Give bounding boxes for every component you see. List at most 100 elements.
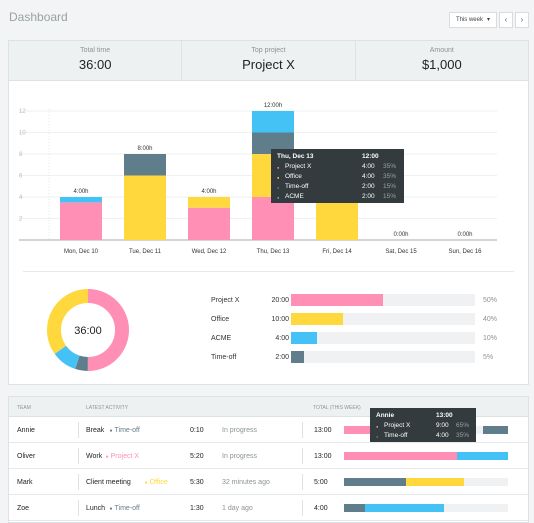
- y-tick-label: 10: [19, 131, 26, 137]
- week-bar-segment: [344, 504, 366, 512]
- tooltip-dot: ●: [277, 185, 280, 190]
- table-row[interactable]: Oliver Work ● Project X 5:20 In progress 13:00: [9, 443, 528, 469]
- column-separator: [78, 500, 79, 516]
- project-percent: 10%: [483, 335, 498, 342]
- tooltip-dot: ●: [376, 434, 379, 439]
- bar-segment[interactable]: [188, 197, 230, 208]
- activity-project: ● Office: [144, 479, 168, 486]
- table-row[interactable]: Zoe Lunch ● Time-off 1:30 1 day ago 4:00: [9, 495, 528, 521]
- bar-tooltip: Thu, Dec 13 12:00 ● Project X 4:00 35% ● Offi…: [271, 149, 404, 203]
- tooltip-name: Time-off: [384, 432, 408, 439]
- projects-donut-chart: 36:00: [47, 289, 129, 371]
- bar-segment[interactable]: [124, 154, 166, 176]
- column-separator: [302, 422, 303, 438]
- project-bar-fill: [291, 351, 304, 363]
- y-tick-label: 12: [19, 109, 26, 115]
- bar-segment[interactable]: [316, 197, 358, 240]
- tooltip-header: Thu, Dec 13 12:00: [277, 153, 398, 163]
- tooltip-total: 12:00: [362, 153, 379, 160]
- bar-segment[interactable]: [252, 111, 294, 133]
- col-total-week: TOTAL (THIS WEEK): [313, 405, 361, 411]
- tooltip-dot: ●: [277, 175, 280, 180]
- project-bar-track: [291, 351, 475, 363]
- range-select-label: This week: [455, 17, 483, 23]
- y-tick-label: 6: [19, 174, 23, 180]
- activity-duration: 5:30: [190, 479, 204, 486]
- tooltip-title: Annie: [376, 412, 395, 419]
- project-dot: ●: [109, 506, 113, 512]
- bar-segment[interactable]: [252, 197, 294, 240]
- x-tick-label: Fri, Dec 14: [322, 249, 352, 255]
- summary-top-project: Top project Project X: [182, 41, 356, 80]
- column-separator: [302, 500, 303, 516]
- row-tooltip: Annie 13:00 ● Project X 9:00 65% ● Time-off 4:…: [370, 408, 476, 442]
- tooltip-time: 4:00: [362, 173, 375, 180]
- tooltip-dot: ●: [277, 165, 280, 170]
- section-divider: [23, 271, 514, 272]
- tooltip-name: Project X: [285, 163, 312, 170]
- project-row: Project X 20:00 50%: [211, 293, 511, 312]
- activity-duration: 0:10: [190, 427, 204, 434]
- week-bar-segment: [457, 452, 508, 460]
- chevron-down-icon: ▾: [486, 17, 490, 23]
- week-bar: [344, 478, 508, 486]
- next-week-button[interactable]: ›: [515, 12, 529, 28]
- project-bar-track: [291, 313, 475, 325]
- week-total: 4:00: [314, 505, 328, 512]
- bar-total-label: 8:00h: [137, 146, 152, 152]
- project-bar-track: [291, 332, 475, 344]
- summary-label: Amount: [429, 47, 454, 54]
- tooltip-header: Annie 13:00: [376, 412, 470, 422]
- bar-segment[interactable]: [60, 197, 102, 203]
- summary-value: 36:00: [78, 57, 112, 72]
- activity-name: Client meeting: [86, 479, 131, 486]
- donut-slice[interactable]: [47, 289, 129, 371]
- x-tick-label: Thu, Dec 13: [257, 249, 290, 255]
- tooltip-dot: ●: [376, 424, 379, 429]
- y-tick-label: 8: [19, 152, 23, 158]
- tooltip-name: Time-off: [285, 183, 309, 190]
- tooltip-total: 13:00: [436, 412, 453, 419]
- project-row: Time-off 2:00 5%: [211, 350, 511, 369]
- project-name: Project X: [211, 297, 240, 304]
- summary-value: Project X: [242, 57, 295, 72]
- week-bar-segment: [365, 504, 445, 512]
- tooltip-dot: ●: [277, 195, 280, 200]
- activity-status: In progress: [222, 427, 258, 434]
- project-name: ACME: [211, 335, 232, 342]
- bar-total-label: 12:00h: [264, 103, 282, 109]
- table-row[interactable]: Mark Client meeting ● Office 5:30 32 minutes …: [9, 469, 528, 495]
- member-name: Zoe: [17, 505, 30, 512]
- summary-label: Total time: [80, 47, 111, 54]
- project-row: ACME 4:00 10%: [211, 331, 511, 350]
- activity-name: Break: [86, 427, 105, 434]
- bar-segment[interactable]: [252, 132, 294, 155]
- summary-label: Top project: [251, 47, 286, 54]
- week-total: 13:00: [314, 453, 332, 460]
- column-separator: [78, 474, 79, 490]
- summary-total-time: Total time 36:00: [9, 41, 183, 80]
- tooltip-time: 2:00: [362, 193, 375, 200]
- week-bar: [344, 452, 508, 460]
- range-select[interactable]: This week ▾: [448, 12, 497, 28]
- tooltip-name: ACME: [285, 193, 304, 200]
- tooltip-title: Thu, Dec 13: [277, 153, 314, 160]
- bar-segment[interactable]: [60, 202, 102, 240]
- member-name: Annie: [17, 427, 35, 434]
- week-bar: [344, 504, 508, 512]
- activity-duration: 1:30: [190, 505, 204, 512]
- project-duration: 10:00: [271, 316, 289, 323]
- project-dot: ●: [105, 454, 109, 460]
- project-duration: 4:00: [275, 335, 289, 342]
- tooltip-time: 2:00: [362, 183, 375, 190]
- week-bar-segment: [406, 478, 464, 486]
- bar-segment[interactable]: [124, 175, 166, 241]
- project-dot: ●: [144, 480, 148, 486]
- project-percent: 40%: [483, 316, 498, 323]
- tooltip-pct: 65%: [456, 422, 470, 429]
- activity-name: Work: [86, 453, 103, 460]
- prev-week-button[interactable]: ‹: [499, 12, 513, 28]
- bar-segment[interactable]: [188, 207, 230, 240]
- bar-total-label: 0:00h: [457, 232, 472, 238]
